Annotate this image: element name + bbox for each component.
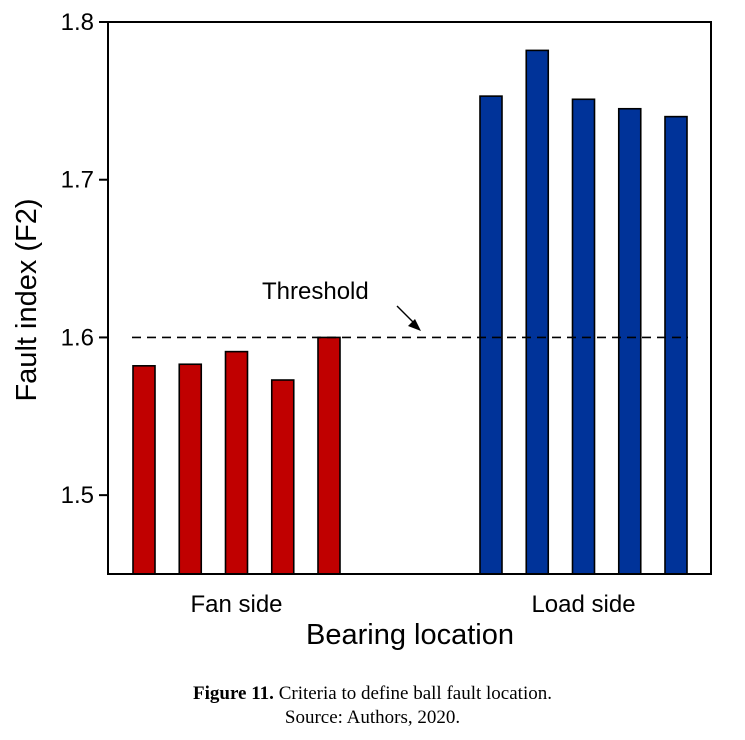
group-labels: Fan side Load side — [190, 591, 635, 618]
bar — [317, 336, 341, 575]
y-axis-ticks: 1.5 1.6 1.7 1.8 — [61, 9, 108, 509]
threshold-arrow-head — [408, 319, 421, 331]
bar — [525, 49, 550, 575]
group-label: Fan side — [190, 591, 282, 618]
y-tick-label: 1.8 — [61, 9, 94, 36]
bar — [617, 107, 642, 575]
y-tick-label: 1.6 — [61, 324, 94, 351]
bar — [224, 350, 249, 575]
caption-text: Criteria to define ball fault location. — [273, 683, 552, 704]
figure-label: Figure 11. — [193, 683, 274, 704]
caption-source: Source: Authors, 2020. — [284, 707, 461, 728]
bar — [479, 95, 503, 575]
x-axis-title: Bearing location — [306, 619, 514, 651]
plot-frame — [107, 21, 712, 575]
caption-line: Figure 11. Criteria to define ball fault… — [0, 682, 745, 706]
bar — [178, 363, 203, 575]
bar — [270, 379, 295, 575]
figure-caption: Figure 11. Criteria to define ball fault… — [0, 682, 745, 730]
threshold-label: Threshold — [262, 278, 369, 305]
y-axis-title: Fault index (F2) — [11, 198, 43, 401]
y-tick-label: 1.5 — [61, 482, 94, 509]
group-label: Load side — [531, 591, 635, 618]
y-tick-label: 1.7 — [61, 167, 94, 194]
bar — [132, 365, 156, 575]
bars-layer — [132, 49, 688, 575]
chart: 1.5 1.6 1.7 1.8 Fan side Load side Threshold… — [11, 9, 712, 651]
bar — [664, 115, 688, 575]
